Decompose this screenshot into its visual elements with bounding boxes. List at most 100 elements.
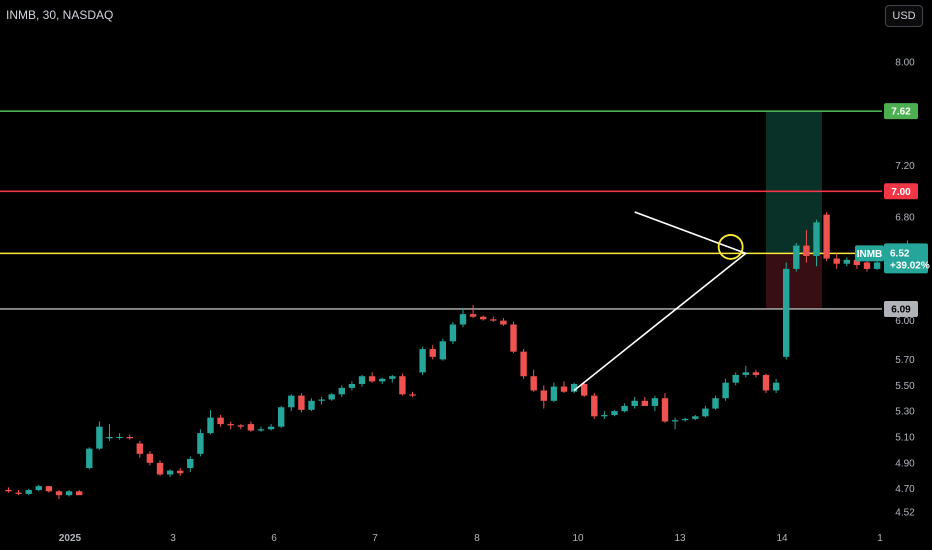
candle — [156, 460, 164, 476]
candle-body — [480, 316, 487, 320]
candle-body — [712, 398, 719, 409]
candle-body — [247, 424, 255, 431]
candle-body — [702, 408, 709, 417]
candle — [35, 484, 42, 492]
candle — [15, 490, 22, 496]
candle — [55, 490, 63, 500]
candle-body — [156, 462, 164, 475]
candle-body — [257, 429, 265, 431]
candle-body — [752, 372, 760, 375]
price-axis[interactable]: 8.00 7.20 6.80 6.00 5.70 5.50 5.30 5.10 4.90 4.70… — [895, 58, 915, 519]
candle — [530, 369, 537, 392]
candle-body — [459, 314, 467, 325]
candle — [793, 243, 800, 272]
candle — [166, 469, 174, 478]
candle — [449, 321, 457, 344]
price-tick-label: 5.10 — [895, 433, 915, 444]
candle-body — [500, 320, 507, 325]
candle — [126, 434, 133, 440]
time-tick-label: 3 — [170, 533, 176, 544]
candle-body — [116, 437, 123, 438]
symbol-tag-label: INMB — [857, 249, 883, 260]
candle — [601, 411, 608, 419]
time-axis[interactable]: 2025 3 6 7 8 10 13 14 1 — [59, 533, 883, 544]
candle-body — [873, 262, 881, 269]
candle-body — [429, 349, 436, 357]
candle — [379, 377, 386, 384]
candle — [237, 424, 244, 430]
candle-body — [863, 262, 871, 269]
candle — [187, 456, 194, 472]
candle-body — [237, 425, 244, 427]
candle-body — [581, 383, 588, 396]
candle — [621, 403, 628, 413]
candle-body — [86, 448, 93, 469]
candle-body — [560, 386, 568, 392]
price-tick-label: 8.00 — [895, 58, 915, 69]
candle-body — [419, 349, 426, 373]
candle — [611, 409, 618, 417]
candle-body — [217, 417, 224, 425]
candle — [348, 381, 356, 391]
candle-body — [15, 492, 22, 494]
price-tick-label: 5.70 — [895, 355, 915, 366]
candle-body — [318, 399, 325, 401]
candle — [429, 345, 436, 360]
candle-body — [843, 259, 850, 264]
candle-body — [762, 374, 770, 391]
candle-body — [449, 324, 457, 342]
candle — [833, 253, 840, 269]
candle-body — [328, 394, 335, 400]
position-box — [766, 111, 822, 309]
candle-body — [570, 383, 578, 392]
candle — [500, 318, 507, 326]
candle — [873, 261, 881, 271]
candle — [570, 382, 578, 394]
price-tick-label: 5.50 — [895, 381, 915, 392]
candle — [692, 415, 699, 421]
candle-body — [772, 382, 780, 391]
time-tick-label: 6 — [271, 533, 277, 544]
candle — [106, 424, 113, 441]
candle-body — [722, 382, 729, 399]
candle-body — [368, 376, 376, 382]
price-tick-label: 4.70 — [895, 484, 915, 495]
candle — [96, 421, 103, 450]
candle — [368, 372, 376, 383]
candle-body — [76, 491, 83, 496]
price-tick-label: 4.90 — [895, 458, 915, 469]
green-price-badge-label: 7.62 — [891, 107, 911, 118]
last-price-badge — [884, 243, 928, 274]
symbol-tag — [855, 245, 884, 262]
candle-body — [106, 437, 113, 439]
candle — [207, 409, 214, 435]
candle-body — [601, 415, 608, 417]
candle — [682, 417, 689, 422]
time-tick-label: 1 — [877, 533, 883, 544]
candle — [591, 393, 598, 419]
candle — [76, 490, 83, 496]
candle-body — [409, 394, 416, 396]
candle — [318, 396, 325, 405]
candle — [712, 395, 719, 410]
candle-body — [591, 395, 598, 417]
candle-body — [278, 407, 285, 427]
candle — [5, 487, 12, 493]
currency-button[interactable]: USD — [885, 5, 923, 27]
candle — [358, 374, 366, 387]
candle — [267, 424, 275, 431]
candle — [540, 385, 547, 409]
candle — [65, 490, 73, 497]
horizontal-levels — [0, 110, 882, 310]
price-tick-label: 4.52 — [895, 508, 915, 519]
candle — [419, 346, 426, 375]
candle — [257, 426, 265, 432]
candle-body — [35, 486, 42, 491]
candle — [823, 212, 830, 262]
candle — [459, 307, 467, 328]
candle — [581, 381, 588, 397]
gray-price-badge-label: 6.09 — [891, 304, 911, 315]
candle — [671, 417, 679, 430]
candle — [146, 451, 154, 466]
